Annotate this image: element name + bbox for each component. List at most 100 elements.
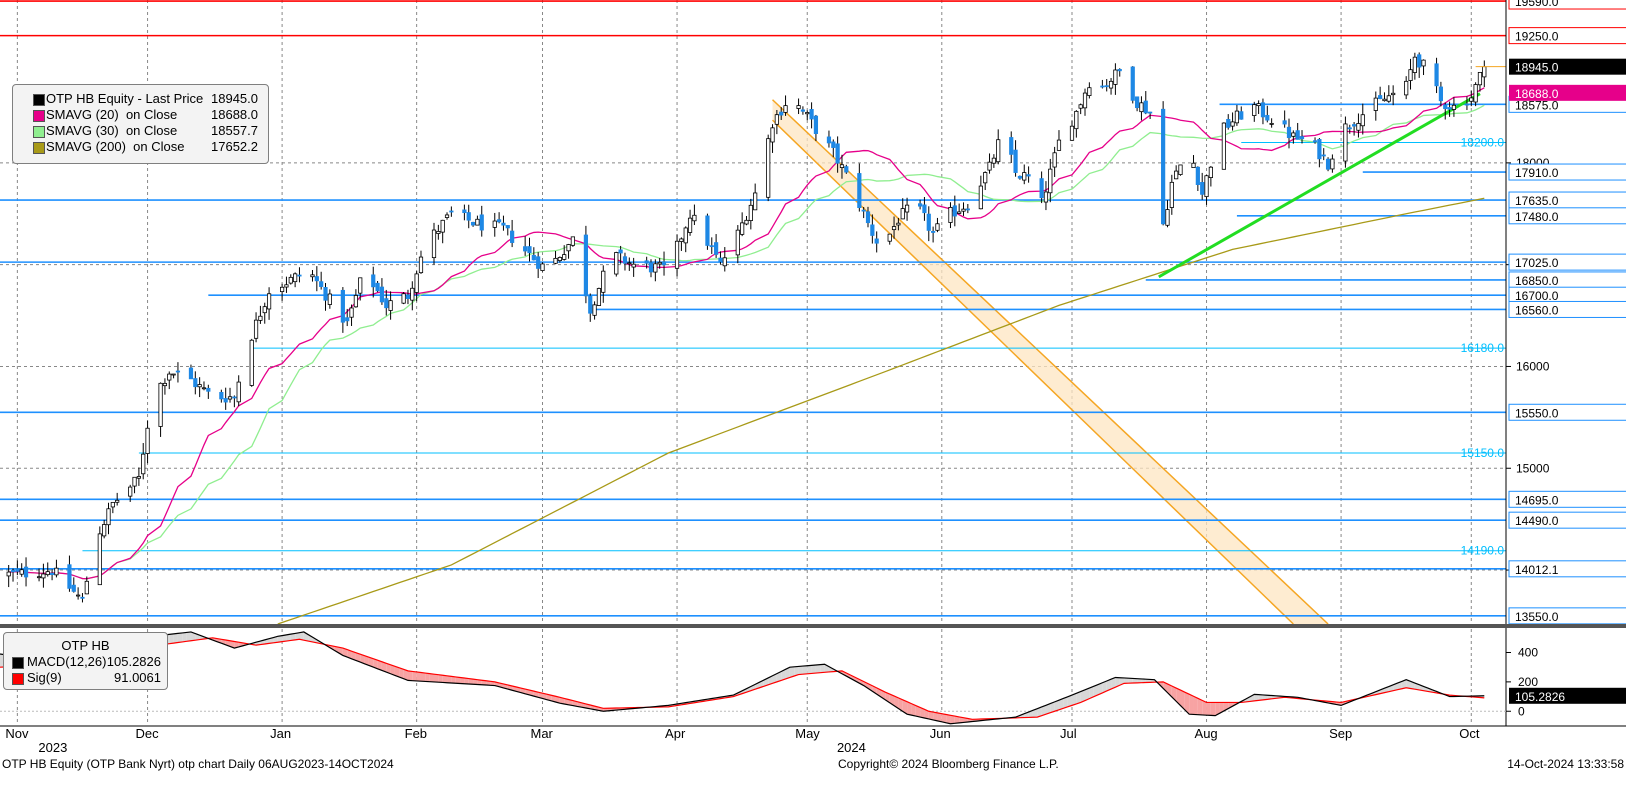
candle-body bbox=[1438, 86, 1443, 102]
macd-fill bbox=[828, 666, 834, 672]
candle-body bbox=[618, 249, 623, 254]
candle-body bbox=[323, 287, 328, 301]
candle bbox=[570, 236, 575, 247]
candle-body bbox=[805, 112, 810, 115]
macd-fill bbox=[342, 648, 348, 658]
candle bbox=[470, 221, 476, 227]
candle-body bbox=[648, 262, 654, 273]
macd-fill bbox=[911, 703, 916, 717]
candle bbox=[566, 243, 571, 259]
candle-body bbox=[1165, 209, 1170, 226]
candle-body bbox=[1139, 102, 1144, 113]
candle bbox=[128, 484, 133, 502]
candle bbox=[774, 109, 779, 135]
candle bbox=[1013, 140, 1018, 177]
macd-fill bbox=[399, 667, 404, 679]
macd-fill bbox=[841, 670, 847, 677]
candle bbox=[201, 381, 207, 391]
candle-body bbox=[293, 273, 298, 283]
candle-body bbox=[1317, 138, 1322, 160]
candle bbox=[1265, 105, 1270, 123]
candle-body bbox=[588, 295, 593, 314]
candle bbox=[141, 443, 146, 480]
candle bbox=[874, 231, 879, 253]
candle-body bbox=[106, 508, 111, 526]
y-tick-label: 16000 bbox=[1516, 359, 1550, 373]
candle bbox=[258, 305, 263, 324]
candle-body bbox=[1208, 166, 1213, 178]
candle-body bbox=[1039, 178, 1044, 199]
candle bbox=[440, 219, 445, 244]
candle-body bbox=[952, 205, 957, 217]
candle-body bbox=[80, 596, 85, 599]
candle bbox=[1022, 164, 1027, 185]
level-label-bg bbox=[1508, 253, 1626, 271]
candle-body bbox=[375, 282, 380, 292]
macd-fill bbox=[1254, 694, 1259, 701]
candle bbox=[67, 555, 72, 592]
macd-fill bbox=[789, 666, 795, 678]
candle bbox=[935, 217, 940, 233]
candle bbox=[996, 129, 1001, 165]
candle-body bbox=[1204, 175, 1209, 198]
candle bbox=[388, 291, 393, 320]
candle-body bbox=[779, 111, 784, 116]
candle bbox=[1252, 101, 1257, 122]
candle bbox=[1269, 118, 1274, 128]
candle-body bbox=[1074, 110, 1079, 130]
macd-value-box: 105.2826 bbox=[1509, 687, 1626, 704]
value-box-text: 18945.0 bbox=[1515, 61, 1559, 75]
level-label-text: 14695.0 bbox=[1515, 493, 1559, 507]
candle-body bbox=[1386, 95, 1391, 102]
x-tick-label: May bbox=[795, 726, 820, 741]
candle-body bbox=[167, 373, 172, 381]
candle-body bbox=[596, 288, 602, 306]
candle-body bbox=[388, 300, 393, 311]
candle-body bbox=[1269, 123, 1274, 125]
candle bbox=[449, 206, 454, 217]
candle-body bbox=[583, 234, 589, 297]
candle bbox=[865, 206, 871, 228]
macd-fill bbox=[1067, 695, 1072, 707]
macd-fill bbox=[1106, 679, 1112, 691]
candle-body bbox=[948, 207, 953, 223]
macd-legend-swatch-macd bbox=[12, 657, 24, 669]
candle-body bbox=[71, 584, 76, 592]
macd-fill bbox=[1401, 679, 1407, 689]
candle bbox=[952, 195, 957, 227]
candle bbox=[900, 198, 905, 220]
candle-body bbox=[1421, 59, 1426, 67]
candle bbox=[1234, 104, 1240, 126]
candle-body bbox=[193, 378, 198, 388]
level-label-box: 19250.0 bbox=[1508, 27, 1626, 45]
candle-body bbox=[835, 143, 840, 164]
macd-fill bbox=[464, 678, 469, 685]
candle-body bbox=[1252, 104, 1257, 116]
candle-body bbox=[922, 204, 927, 214]
macd-value-box-text: 105.2826 bbox=[1515, 690, 1565, 704]
candle bbox=[1039, 171, 1044, 204]
candle bbox=[1143, 91, 1148, 115]
candle bbox=[353, 289, 358, 308]
candle bbox=[158, 382, 163, 437]
macd-fill bbox=[802, 665, 808, 675]
candle-body bbox=[266, 293, 272, 310]
candle bbox=[253, 312, 259, 343]
macd-fill bbox=[199, 635, 204, 640]
candle-body bbox=[10, 570, 16, 573]
candle bbox=[340, 287, 345, 333]
macd-fill bbox=[894, 695, 899, 709]
macd-fill bbox=[798, 666, 803, 675]
macd-fill bbox=[1037, 706, 1042, 718]
candle bbox=[991, 154, 996, 168]
candle bbox=[839, 154, 845, 179]
macd-fill bbox=[299, 631, 304, 641]
candle bbox=[657, 258, 662, 269]
candle bbox=[1017, 175, 1023, 180]
legend-row-sma200: SMAVG (200) on Close 17652.2 bbox=[13, 139, 268, 155]
macd-fill bbox=[898, 697, 903, 712]
candle bbox=[97, 526, 102, 586]
candle bbox=[740, 212, 745, 237]
candle bbox=[622, 252, 628, 271]
candle bbox=[175, 362, 181, 383]
